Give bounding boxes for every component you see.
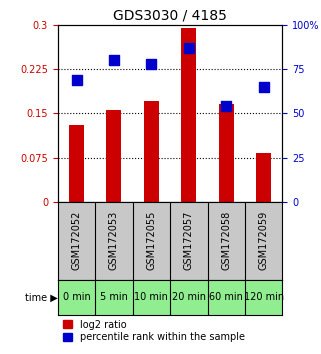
Text: 20 min: 20 min	[172, 292, 206, 302]
Point	[149, 61, 154, 67]
Text: GSM172057: GSM172057	[184, 211, 194, 270]
Text: 120 min: 120 min	[244, 292, 284, 302]
Text: 5 min: 5 min	[100, 292, 128, 302]
Bar	[219, 104, 234, 202]
Text: GSM172052: GSM172052	[72, 211, 82, 270]
Bar	[256, 153, 271, 202]
Bar	[107, 110, 121, 202]
Bar	[69, 125, 84, 202]
Point	[186, 45, 191, 51]
Text: 10 min: 10 min	[134, 292, 168, 302]
Point	[224, 103, 229, 109]
Bar	[181, 28, 196, 202]
Text: GSM172053: GSM172053	[109, 211, 119, 270]
Point	[111, 57, 117, 63]
Text: GSM172058: GSM172058	[221, 211, 231, 270]
Bar	[144, 102, 159, 202]
Legend: log2 ratio, percentile rank within the sample: log2 ratio, percentile rank within the s…	[63, 320, 245, 342]
Text: GSM172055: GSM172055	[146, 211, 156, 270]
Title: GDS3030 / 4185: GDS3030 / 4185	[113, 8, 227, 22]
Text: GSM172059: GSM172059	[259, 211, 269, 270]
Text: 0 min: 0 min	[63, 292, 91, 302]
Text: time ▶: time ▶	[25, 292, 58, 302]
Text: 60 min: 60 min	[209, 292, 243, 302]
Point	[261, 84, 266, 90]
Point	[74, 77, 79, 82]
